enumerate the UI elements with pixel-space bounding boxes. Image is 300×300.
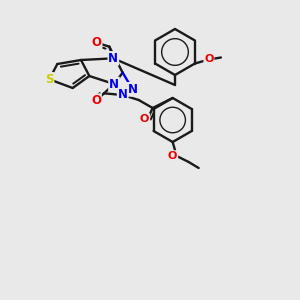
Text: O: O (140, 114, 149, 124)
Text: S: S (45, 73, 54, 86)
Text: N: N (128, 83, 138, 96)
Text: N: N (108, 52, 118, 65)
Text: O: O (204, 55, 214, 64)
Text: O: O (92, 36, 102, 49)
Text: O: O (168, 151, 177, 161)
Text: N: N (109, 77, 119, 91)
Text: O: O (91, 94, 101, 107)
Text: N: N (118, 88, 128, 101)
